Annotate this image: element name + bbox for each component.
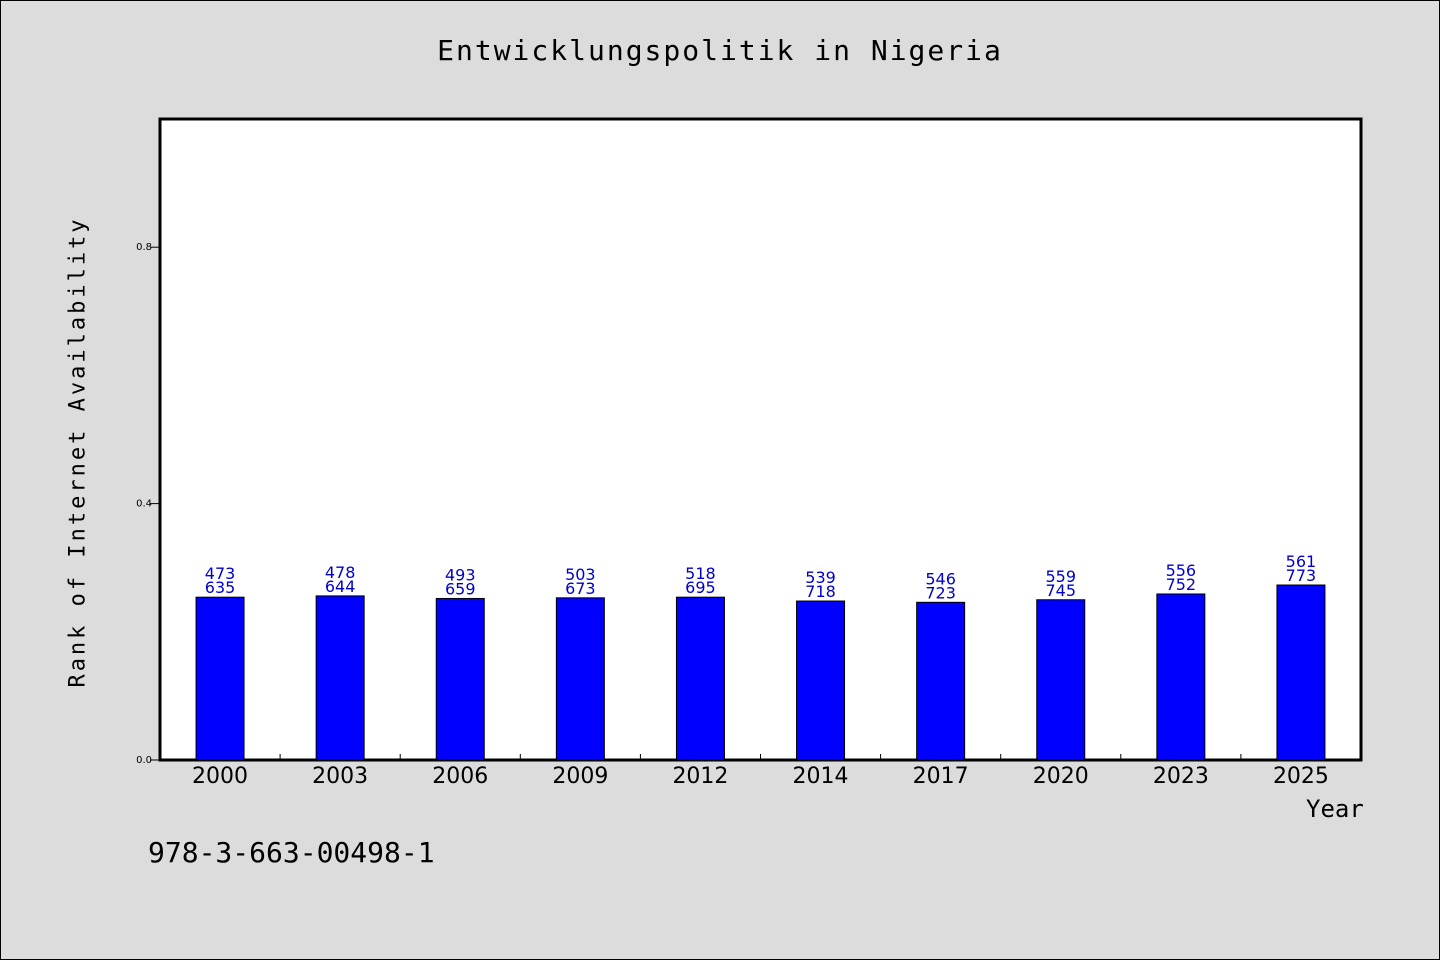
bar-label-bottom: 745: [1045, 581, 1076, 600]
x-axis-label: Year: [1306, 795, 1364, 823]
y-tick-label: 0.0: [136, 755, 152, 766]
y-tick-label: 0.8: [136, 242, 152, 253]
bar-label-top: 478: [325, 563, 356, 582]
bar-label-top: 539: [805, 568, 836, 587]
bar: [555, 597, 605, 761]
x-tick-label: 2017: [913, 764, 969, 789]
bar: [315, 595, 365, 761]
bar-label-bottom: 659: [445, 579, 476, 598]
bar: [796, 600, 846, 761]
bar-label-bottom: 635: [205, 578, 236, 597]
bar-label-top: 473: [205, 564, 236, 583]
bar-label-bottom: 695: [685, 578, 716, 597]
x-tick-label: 2025: [1273, 764, 1329, 789]
bar-label-top: 561: [1286, 552, 1317, 571]
bar-label-bottom: 723: [925, 583, 956, 602]
bar-label-bottom: 644: [325, 577, 356, 596]
bar: [916, 601, 966, 761]
bar: [675, 596, 725, 761]
bar: [195, 596, 245, 761]
bar-label-bottom: 773: [1286, 566, 1317, 585]
x-tick-label: 2009: [552, 764, 608, 789]
bar: [1036, 599, 1086, 761]
bar-label-top: 556: [1166, 561, 1197, 580]
y-tick-label: 0.4: [136, 499, 152, 510]
x-tick-label: 2014: [793, 764, 849, 789]
bar-label-bottom: 718: [805, 582, 836, 601]
x-tick-label: 2023: [1153, 764, 1209, 789]
x-tick-label: 2000: [192, 764, 248, 789]
bar: [435, 597, 485, 761]
bar-label-top: 493: [445, 565, 476, 584]
chart-title: Entwicklungspolitik in Nigeria: [437, 34, 1003, 67]
isbn-text: 978-3-663-00498-1: [148, 836, 435, 869]
x-tick-label: 2020: [1033, 764, 1089, 789]
bar-label-top: 559: [1045, 567, 1076, 586]
x-tick-label: 2012: [672, 764, 728, 789]
x-tick-label: 2003: [312, 764, 368, 789]
x-tick-label: 2006: [432, 764, 488, 789]
bar-label-bottom: 752: [1166, 575, 1197, 594]
bar-label-top: 518: [685, 564, 716, 583]
bar-label-bottom: 673: [565, 579, 596, 598]
bar-label-top: 546: [925, 569, 956, 588]
bar: [1276, 584, 1326, 761]
bar-label-top: 503: [565, 565, 596, 584]
bar: [1156, 593, 1206, 761]
